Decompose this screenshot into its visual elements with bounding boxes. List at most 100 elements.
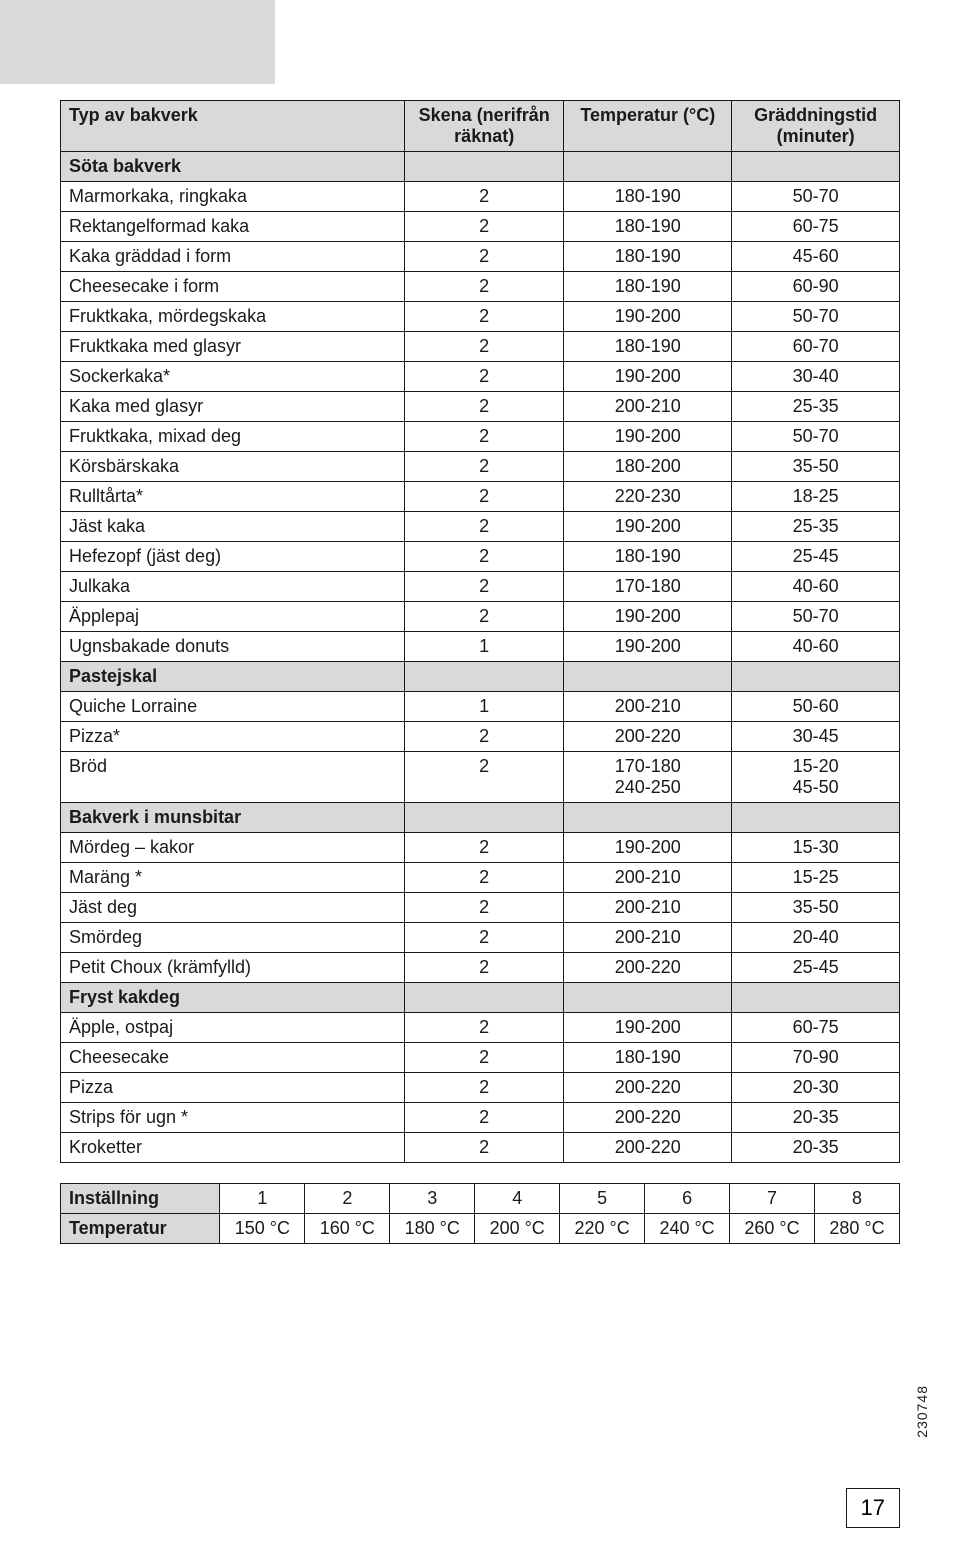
- section-header-row: Bakverk i munsbitar: [61, 803, 900, 833]
- cell-temp: 200-210: [564, 692, 732, 722]
- cell-time: 18-25: [732, 482, 900, 512]
- cell-time: 60-70: [732, 332, 900, 362]
- settings-val: 180 °C: [390, 1214, 475, 1244]
- cell-temp: 190-200: [564, 1013, 732, 1043]
- section-title: Pastejskal: [61, 662, 405, 692]
- cell-skena: 2: [404, 893, 563, 923]
- table-row: Cheesecake2180-19070-90: [61, 1043, 900, 1073]
- cell-skena: 2: [404, 833, 563, 863]
- table-row: Jäst deg2200-21035-50: [61, 893, 900, 923]
- side-code: 230748: [914, 1385, 930, 1438]
- section-empty-cell: [404, 662, 563, 692]
- header-temp: Temperatur (°C): [564, 101, 732, 152]
- cell-temp: 190-200: [564, 833, 732, 863]
- cell-name: Ugnsbakade donuts: [61, 632, 405, 662]
- section-title: Fryst kakdeg: [61, 983, 405, 1013]
- section-title: Bakverk i munsbitar: [61, 803, 405, 833]
- cell-temp: 190-200: [564, 422, 732, 452]
- cell-temp: 180-190: [564, 182, 732, 212]
- settings-val: 5: [560, 1184, 645, 1214]
- settings-val: 200 °C: [475, 1214, 560, 1244]
- cell-temp: 200-210: [564, 893, 732, 923]
- cell-name: Rulltårta*: [61, 482, 405, 512]
- cell-skena: 2: [404, 362, 563, 392]
- cell-time: 20-30: [732, 1073, 900, 1103]
- table-row: Kroketter2200-22020-35: [61, 1133, 900, 1163]
- table-row: Maräng *2200-21015-25: [61, 863, 900, 893]
- table-row: Ugnsbakade donuts1190-20040-60: [61, 632, 900, 662]
- cell-skena: 2: [404, 572, 563, 602]
- cell-temp: 200-220: [564, 1133, 732, 1163]
- cell-name: Jäst kaka: [61, 512, 405, 542]
- settings-row-temperatur: Temperatur 150 °C 160 °C 180 °C 200 °C 2…: [61, 1214, 900, 1244]
- header-skena-l2: räknat): [454, 126, 514, 146]
- section-header-row: Fryst kakdeg: [61, 983, 900, 1013]
- settings-val: 1: [220, 1184, 305, 1214]
- cell-name: Kaka med glasyr: [61, 392, 405, 422]
- table-row: Hefezopf (jäst deg)2180-19025-45: [61, 542, 900, 572]
- cell-skena: 2: [404, 863, 563, 893]
- settings-val: 7: [730, 1184, 815, 1214]
- cell-temp: 200-210: [564, 392, 732, 422]
- cell-skena: 2: [404, 482, 563, 512]
- table-row: Cheesecake i form2180-19060-90: [61, 272, 900, 302]
- cell-skena: 2: [404, 512, 563, 542]
- cell-time: 20-35: [732, 1103, 900, 1133]
- cell-name: Äpple, ostpaj: [61, 1013, 405, 1043]
- table-row: Rektangelformad kaka2180-19060-75: [61, 212, 900, 242]
- cell-time: 15-25: [732, 863, 900, 893]
- settings-val: 4: [475, 1184, 560, 1214]
- cell-temp: 180-190: [564, 1043, 732, 1073]
- table-row: Kaka gräddad i form2180-19045-60: [61, 242, 900, 272]
- settings-val: 220 °C: [560, 1214, 645, 1244]
- cell-name: Bröd: [61, 752, 405, 803]
- tab-block: [0, 0, 275, 84]
- cell-name: Cheesecake i form: [61, 272, 405, 302]
- page: Typ av bakverk Skena (nerifrån räknat) T…: [0, 0, 960, 1558]
- table-row: Sockerkaka*2190-20030-40: [61, 362, 900, 392]
- table-row: Äpplepaj2190-20050-70: [61, 602, 900, 632]
- table-row: Kaka med glasyr2200-21025-35: [61, 392, 900, 422]
- table-row: Pizza*2200-22030-45: [61, 722, 900, 752]
- cell-skena: 2: [404, 923, 563, 953]
- cell-time: 70-90: [732, 1043, 900, 1073]
- section-empty-cell: [732, 662, 900, 692]
- cell-name: Hefezopf (jäst deg): [61, 542, 405, 572]
- cell-temp: 190-200: [564, 362, 732, 392]
- cell-time: 15-30: [732, 833, 900, 863]
- cell-time: 45-60: [732, 242, 900, 272]
- table-header: Typ av bakverk Skena (nerifrån räknat) T…: [61, 101, 900, 152]
- header-time-l2: (minuter): [777, 126, 855, 146]
- settings-label-2: Temperatur: [61, 1214, 220, 1244]
- cell-name: Cheesecake: [61, 1043, 405, 1073]
- cell-temp: 190-200: [564, 512, 732, 542]
- cell-name: Äpplepaj: [61, 602, 405, 632]
- cell-name: Fruktkaka med glasyr: [61, 332, 405, 362]
- cell-temp: 190-200: [564, 632, 732, 662]
- cell-name: Sockerkaka*: [61, 362, 405, 392]
- header-time: Gräddningstid (minuter): [732, 101, 900, 152]
- cell-time: 25-35: [732, 392, 900, 422]
- cell-skena: 2: [404, 1103, 563, 1133]
- cell-skena: 2: [404, 722, 563, 752]
- cell-temp: 220-230: [564, 482, 732, 512]
- settings-table: Inställning 1 2 3 4 5 6 7 8 Temperatur 1…: [60, 1183, 900, 1244]
- settings-val: 150 °C: [220, 1214, 305, 1244]
- table-row: Mördeg – kakor2190-20015-30: [61, 833, 900, 863]
- cell-temp: 200-210: [564, 863, 732, 893]
- cell-temp: 190-200: [564, 602, 732, 632]
- settings-val: 6: [645, 1184, 730, 1214]
- cell-time: 60-75: [732, 1013, 900, 1043]
- cell-skena: 2: [404, 542, 563, 572]
- cell-time: 50-70: [732, 422, 900, 452]
- section-empty-cell: [564, 983, 732, 1013]
- cell-temp: 180-200: [564, 452, 732, 482]
- cell-time: 40-60: [732, 572, 900, 602]
- cell-time: 40-60: [732, 632, 900, 662]
- cell-time: 20-40: [732, 923, 900, 953]
- settings-label-1: Inställning: [61, 1184, 220, 1214]
- cell-name: Petit Choux (krämfylld): [61, 953, 405, 983]
- table-row: Rulltårta*2220-23018-25: [61, 482, 900, 512]
- cell-skena: 2: [404, 212, 563, 242]
- cell-skena: 2: [404, 602, 563, 632]
